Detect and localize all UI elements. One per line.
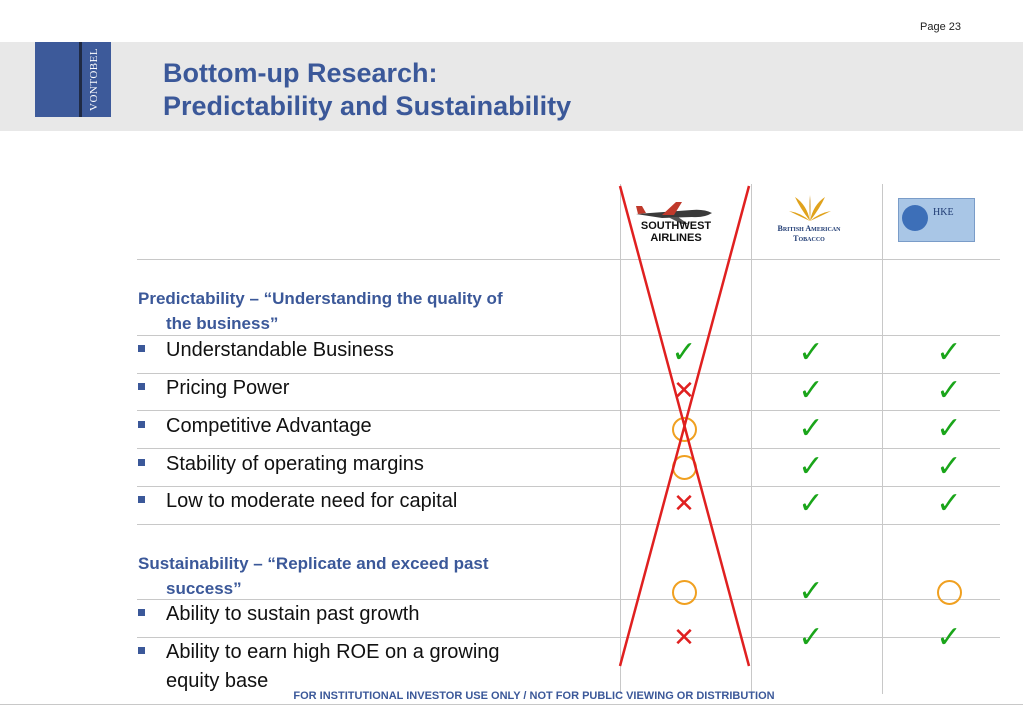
southwest-airlines-logo: SOUTHWEST AIRLINES <box>632 194 724 246</box>
check-mark-icon: ✓ <box>798 335 824 370</box>
check-mark-icon: ✓ <box>936 620 962 655</box>
check-mark-icon: ✓ <box>798 620 824 655</box>
cross-mark-icon: ✕ <box>673 623 695 653</box>
disclaimer-footer: FOR INSTITUTIONAL INVESTOR USE ONLY / NO… <box>293 690 775 702</box>
check-mark-icon: ✓ <box>936 486 962 521</box>
check-mark-icon: ✓ <box>671 335 697 370</box>
vontobel-logo: VONTOBEL <box>35 42 111 117</box>
criteria-label: Ability to earn high ROE on a growing <box>166 641 500 663</box>
row-divider <box>137 448 1000 449</box>
column-divider <box>620 184 621 694</box>
criteria-label-line2: equity base <box>166 670 269 692</box>
criteria-row: Understandable Business <box>138 336 608 365</box>
check-mark-icon: ✓ <box>798 411 824 446</box>
criteria-label: Low to moderate need for capital <box>166 490 458 512</box>
column-divider <box>751 184 752 694</box>
circle-mark-icon <box>664 575 704 609</box>
bullet-icon <box>138 609 145 616</box>
criteria-label: Understandable Business <box>166 339 394 361</box>
check-mark-icon: ✓ <box>936 411 962 446</box>
check-mark-icon: ✓ <box>798 373 824 408</box>
criteria-row: Ability to earn high ROE on a growing eq… <box>138 638 608 696</box>
page-title: Bottom-up Research: Predictability and S… <box>163 57 571 123</box>
bat-name-line1: British American <box>777 224 841 233</box>
circle-mark-icon <box>664 412 704 446</box>
page-number: Page 23 <box>920 21 961 33</box>
circle-mark-icon <box>929 575 969 609</box>
title-line-2: Predictability and Sustainability <box>163 91 572 121</box>
row-divider <box>137 637 1000 638</box>
bullet-icon <box>138 459 145 466</box>
hke-logo: HKE <box>898 198 975 242</box>
row-divider <box>137 599 1000 600</box>
section-heading-line1: Sustainability – “Replicate and exceed p… <box>138 554 489 573</box>
criteria-label: Ability to sustain past growth <box>166 603 420 625</box>
british-american-tobacco-logo: British American Tobacco <box>765 193 855 245</box>
row-divider <box>137 259 1000 260</box>
row-divider <box>137 335 1000 336</box>
check-mark-icon: ✓ <box>936 449 962 484</box>
check-mark-icon: ✓ <box>936 373 962 408</box>
section-heading-line2: success” <box>166 579 242 598</box>
section-heading-predictability: Predictability – “Understanding the qual… <box>138 286 608 336</box>
criteria-row: Low to moderate need for capital <box>138 487 608 516</box>
criteria-row: Competitive Advantage <box>138 412 608 441</box>
criteria-label: Stability of operating margins <box>166 453 424 475</box>
crossed-out-x-icon <box>618 185 751 667</box>
bullet-icon <box>138 421 145 428</box>
criteria-row: Pricing Power <box>138 374 608 403</box>
row-divider <box>137 486 1000 487</box>
row-divider <box>137 373 1000 374</box>
hke-name: HKE <box>933 207 954 218</box>
row-divider <box>137 524 1000 525</box>
section-heading-line2: the business” <box>166 314 279 333</box>
bullet-icon <box>138 383 145 390</box>
bullet-icon <box>138 647 145 654</box>
section-heading-line1: Predictability – “Understanding the qual… <box>138 289 503 308</box>
southwest-name-line2: AIRLINES <box>650 232 702 244</box>
airplane-icon <box>636 202 712 224</box>
cross-mark-icon: ✕ <box>673 489 695 519</box>
bullet-icon <box>138 345 145 352</box>
criteria-row: Ability to sustain past growth <box>138 600 608 629</box>
bat-name-line2: Tobacco <box>793 234 825 243</box>
leaf-icon <box>789 195 831 221</box>
title-line-1: Bottom-up Research: <box>163 58 438 88</box>
header-band <box>0 42 1023 131</box>
criteria-label: Competitive Advantage <box>166 415 372 437</box>
criteria-label: Pricing Power <box>166 377 290 399</box>
section-heading-sustainability: Sustainability – “Replicate and exceed p… <box>138 551 608 601</box>
criteria-row: Stability of operating margins <box>138 450 608 479</box>
column-divider <box>882 184 883 694</box>
check-mark-icon: ✓ <box>798 486 824 521</box>
check-mark-icon: ✓ <box>936 335 962 370</box>
southwest-name-line1: SOUTHWEST <box>640 220 712 232</box>
bullet-icon <box>138 496 145 503</box>
cross-mark-icon: ✕ <box>673 376 695 406</box>
row-divider <box>137 410 1000 411</box>
footer-divider <box>0 704 1023 705</box>
check-mark-icon: ✓ <box>798 574 824 609</box>
hke-badge-icon <box>902 205 928 231</box>
logo-text: VONTOBEL <box>88 47 100 112</box>
check-mark-icon: ✓ <box>798 449 824 484</box>
logo-divider <box>79 42 82 117</box>
